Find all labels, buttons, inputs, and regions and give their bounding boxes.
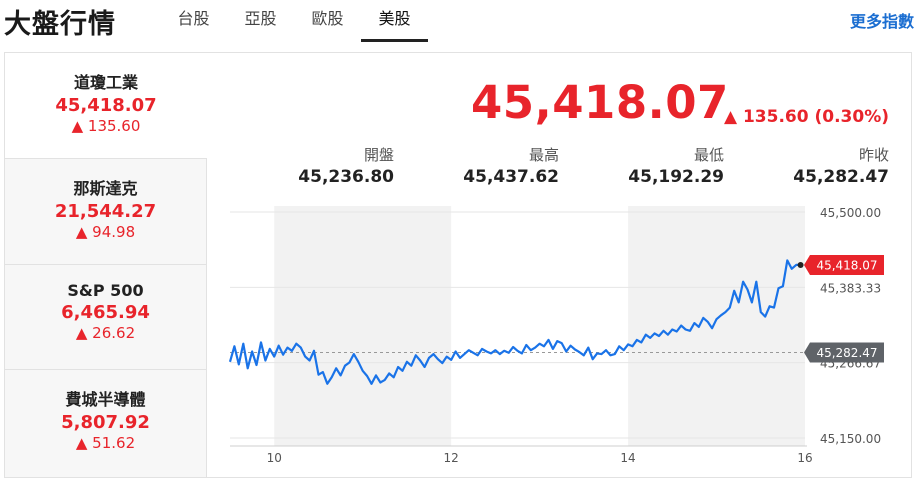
index-change: ▲ 94.98: [75, 223, 136, 241]
x-tick-label: 14: [620, 451, 635, 465]
index-change: ▲ 26.62: [75, 324, 136, 342]
sidebar-item-sox[interactable]: 費城半導體 5,807.92 ▲ 51.62: [5, 369, 207, 477]
index-price: 45,418.07: [55, 95, 157, 116]
tab-asia[interactable]: 亞股: [244, 9, 277, 28]
prev-close-tag: 45,282.47: [816, 346, 877, 360]
tab-us[interactable]: 美股: [361, 0, 428, 42]
last-price-tag-bg: [804, 254, 884, 275]
stat-value: 45,192.29: [628, 167, 724, 187]
page-title: 大盤行情: [4, 9, 116, 40]
stat-low: 最低 45,192.29: [628, 144, 724, 187]
current-price: 45,418.07: [471, 76, 729, 129]
stat-high: 最高 45,437.62: [463, 144, 559, 187]
x-tick-label: 12: [444, 451, 459, 465]
y-tick-label: 45,500.00: [820, 206, 881, 220]
index-price: 5,807.92: [61, 412, 150, 433]
stat-open: 開盤 45,236.80: [298, 144, 394, 187]
index-name: S&P 500: [67, 281, 144, 300]
index-name: 那斯達克: [73, 179, 138, 198]
sidebar-item-dow[interactable]: 道瓊工業 45,418.07 ▲ 135.60: [5, 53, 207, 158]
stat-value: 45,282.47: [793, 167, 889, 187]
stat-value: 45,236.80: [298, 167, 394, 187]
index-change: ▲ 135.60: [71, 117, 141, 135]
prev-close-tag-bg: [804, 342, 884, 363]
market-tabs: 台股 亞股 歐股 美股: [160, 0, 428, 42]
x-tick-label: 10: [267, 451, 282, 465]
last-price-tag: 45,418.07: [816, 258, 877, 272]
sidebar-item-nasdaq[interactable]: 那斯達克 21,544.27 ▲ 94.98: [5, 158, 207, 264]
last-price-dot: [797, 261, 804, 268]
y-tick-label: 45,150.00: [820, 432, 881, 446]
stat-label: 最高: [528, 146, 559, 164]
more-indices-link[interactable]: 更多指數: [849, 12, 914, 31]
index-name: 道瓊工業: [73, 73, 138, 92]
stat-label: 開盤: [363, 146, 394, 164]
index-price: 6,465.94: [61, 302, 150, 323]
tab-tw[interactable]: 台股: [177, 9, 210, 28]
tab-europe[interactable]: 歐股: [311, 9, 344, 28]
index-change: ▲ 51.62: [75, 434, 136, 452]
index-name: 費城半導體: [65, 390, 146, 409]
stat-value: 45,437.62: [463, 167, 559, 187]
stat-label: 最低: [693, 146, 724, 164]
price-line: [228, 259, 801, 385]
x-tick-label: 16: [797, 451, 812, 465]
shaded-session: [274, 206, 452, 446]
market-panel: [4, 52, 912, 478]
stat-prev-close: 昨收 45,282.47: [793, 144, 889, 187]
y-tick-label: 45,383.33: [820, 281, 881, 295]
index-price: 21,544.27: [54, 201, 157, 222]
shaded-session: [628, 206, 805, 446]
price-change: ▲ 135.60 (0.30%): [723, 107, 889, 127]
sidebar-item-sp500[interactable]: S&P 500 6,465.94 ▲ 26.62: [5, 264, 207, 369]
stat-label: 昨收: [858, 146, 889, 164]
